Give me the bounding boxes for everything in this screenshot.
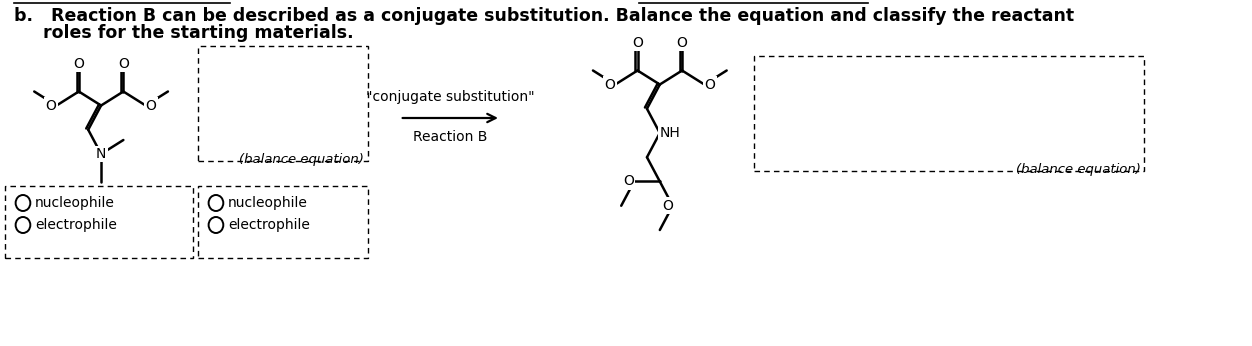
Text: O: O	[74, 56, 84, 71]
Text: O: O	[605, 78, 615, 91]
Text: electrophile: electrophile	[228, 218, 309, 232]
Text: roles for the starting materials.: roles for the starting materials.	[43, 24, 354, 42]
Text: b.   Reaction B can be described as a conjugate substitution. Balance the equati: b. Reaction B can be described as a conj…	[14, 7, 1074, 25]
Text: O: O	[623, 174, 634, 189]
Text: nucleophile: nucleophile	[35, 196, 115, 210]
Text: O: O	[118, 56, 129, 71]
Text: (balance equation): (balance equation)	[239, 153, 364, 166]
Text: N: N	[96, 147, 106, 161]
Text: O: O	[705, 78, 715, 91]
Text: electrophile: electrophile	[35, 218, 116, 232]
Text: O: O	[632, 36, 644, 49]
Text: O: O	[145, 99, 156, 112]
Text: (balance equation): (balance equation)	[1017, 163, 1142, 176]
Text: O: O	[662, 199, 672, 213]
Text: Reaction B: Reaction B	[413, 130, 487, 144]
Text: "conjugate substitution": "conjugate substitution"	[366, 90, 535, 104]
Text: O: O	[676, 36, 687, 49]
Text: O: O	[45, 99, 56, 112]
Text: nucleophile: nucleophile	[228, 196, 308, 210]
Text: NH: NH	[660, 126, 681, 140]
